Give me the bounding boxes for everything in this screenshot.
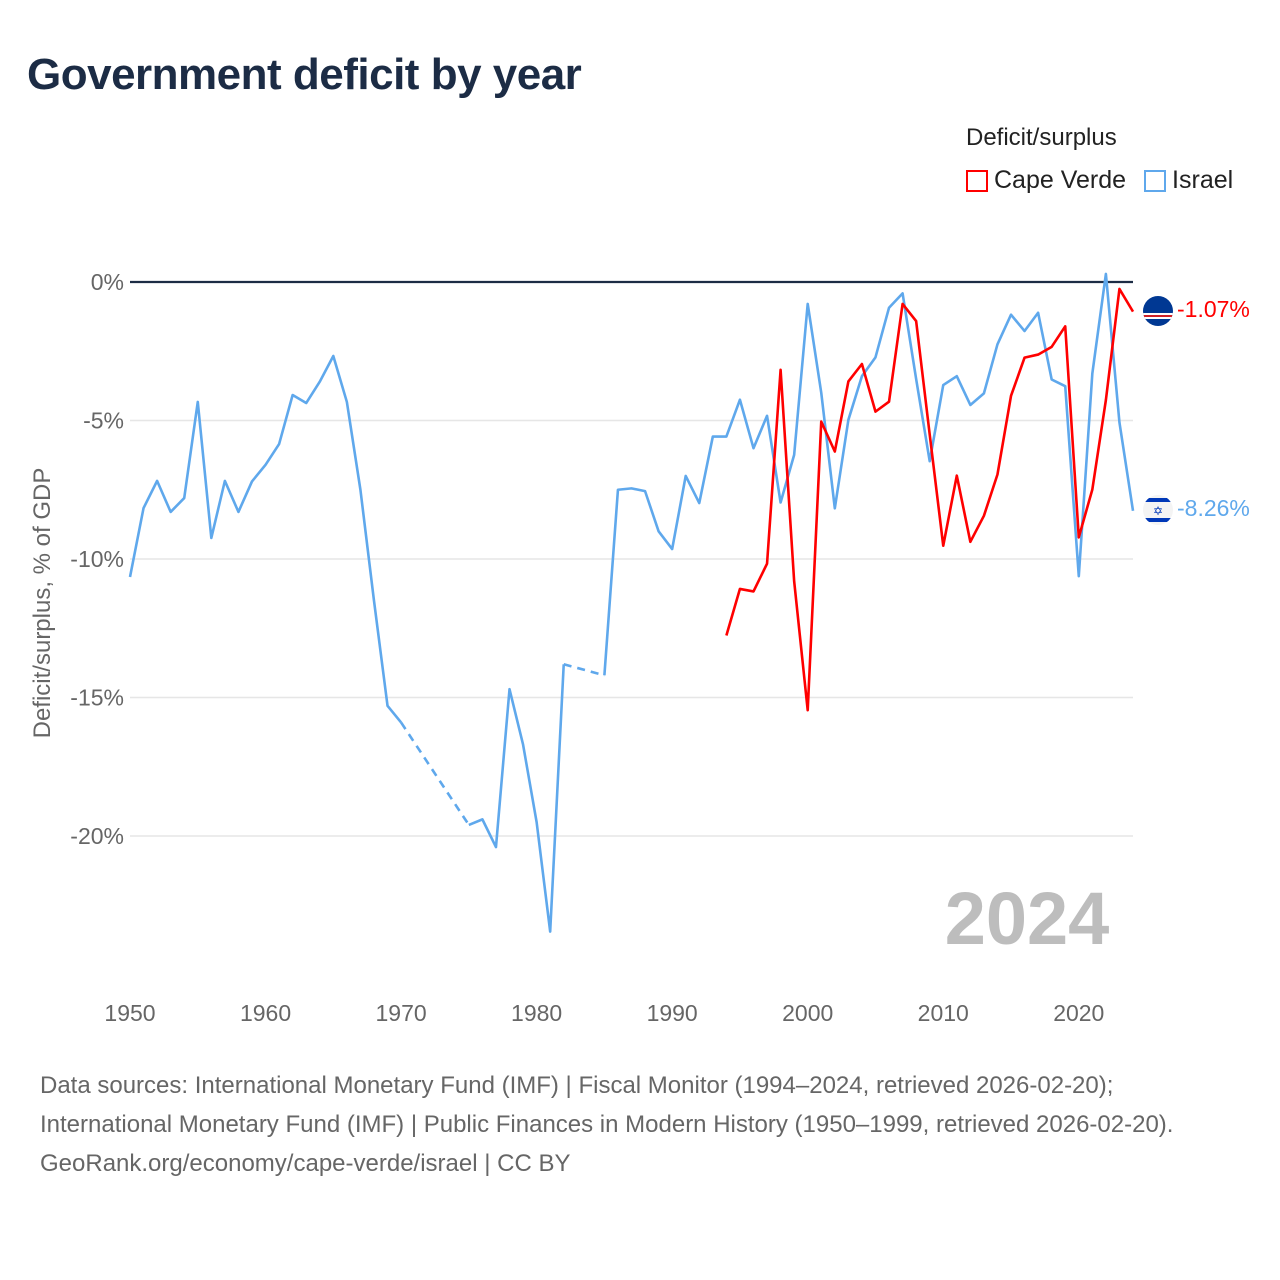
y-axis-ticks: 0% -5% -10% -15% -20% [70, 269, 124, 849]
year-watermark: 2024 [945, 877, 1110, 960]
x-tick-label: 1960 [240, 1000, 291, 1026]
footer: Data sources: International Monetary Fun… [40, 1066, 1240, 1183]
legend: Cape Verde Israel [966, 166, 1233, 195]
series-line-cape-verde [725, 287, 1135, 712]
end-label-cape-verde: -1.07% [1177, 296, 1250, 322]
y-tick-label: -20% [70, 823, 124, 849]
series-gap-israel [399, 721, 470, 826]
data-sources: Data sources: International Monetary Fun… [40, 1072, 1174, 1138]
series-line-israel [603, 272, 1135, 676]
y-tick-label: -5% [83, 408, 124, 434]
svg-text:✡: ✡ [1153, 504, 1163, 518]
legend-label-cape-verde: Cape Verde [994, 166, 1127, 194]
x-tick-label: 1970 [375, 1000, 426, 1026]
y-tick-label: -15% [70, 685, 124, 711]
legend-swatch-israel [1144, 169, 1167, 192]
y-axis-label: Deficit/surplus, % of GDP [29, 468, 56, 739]
series-lines [128, 272, 1135, 933]
series-gap-israel [563, 663, 605, 677]
series-line-israel [128, 354, 403, 724]
legend-label-israel: Israel [1172, 166, 1234, 194]
legend-item-israel[interactable]: Israel [1144, 166, 1233, 195]
flag-israel-icon: ✡ [1143, 495, 1173, 525]
end-label-israel: -8.26% [1177, 495, 1250, 521]
series-line-israel [468, 664, 566, 933]
x-tick-label: 2020 [1053, 1000, 1104, 1026]
x-tick-label: 1950 [104, 1000, 155, 1026]
grid [130, 419, 1133, 837]
source-link[interactable]: GeoRank.org/economy/cape-verde/israel | … [40, 1150, 571, 1177]
x-tick-label: 2010 [918, 1000, 969, 1026]
y-tick-label: 0% [91, 269, 124, 295]
chart-title: Government deficit by year [27, 50, 582, 99]
x-tick-label: 1990 [647, 1000, 698, 1026]
flag-cape-verde-icon [1143, 296, 1173, 326]
x-axis-ticks: 1950 1960 1970 1980 1990 2000 2010 2020 [104, 1000, 1104, 1026]
x-tick-label: 2000 [782, 1000, 833, 1026]
x-tick-label: 1980 [511, 1000, 562, 1026]
y-tick-label: -10% [70, 546, 124, 572]
legend-item-cape-verde[interactable]: Cape Verde [966, 166, 1126, 195]
legend-title: Deficit/surplus [966, 124, 1117, 151]
legend-swatch-cape-verde [966, 169, 988, 192]
